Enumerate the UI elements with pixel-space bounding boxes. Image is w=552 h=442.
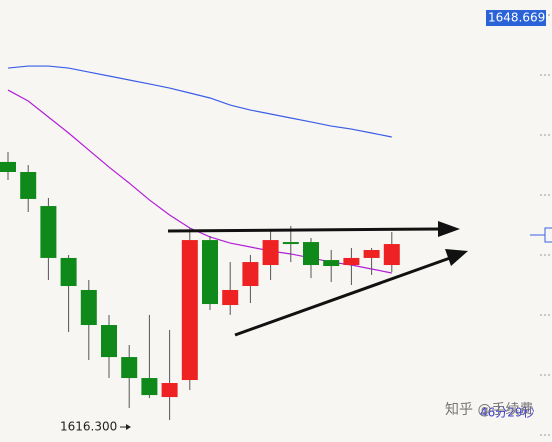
candle-body bbox=[262, 240, 279, 266]
candle-body bbox=[0, 161, 16, 173]
candle-body bbox=[121, 357, 138, 379]
moving-average-line bbox=[7, 65, 392, 138]
candle-body bbox=[323, 260, 340, 267]
candle-body bbox=[222, 289, 239, 306]
candle-body bbox=[282, 242, 299, 245]
candle-body bbox=[202, 240, 218, 305]
price-box bbox=[544, 227, 552, 243]
low-arrow-head bbox=[126, 424, 131, 431]
moving-average-line bbox=[7, 89, 392, 274]
candle-body bbox=[303, 242, 319, 266]
low-label: 1616.300 bbox=[60, 420, 117, 434]
candle-body bbox=[20, 172, 37, 199]
trend-arrows bbox=[167, 221, 468, 337]
candle-body bbox=[383, 244, 400, 266]
price-label-box bbox=[486, 10, 546, 27]
timer: 46分29秒 bbox=[480, 406, 535, 420]
candle-body bbox=[101, 325, 117, 358]
candle-body bbox=[141, 378, 158, 396]
candle-body bbox=[181, 240, 198, 381]
plot bbox=[0, 65, 400, 421]
candle-body bbox=[40, 206, 57, 258]
candle-body bbox=[60, 257, 77, 287]
candle-body bbox=[80, 289, 97, 326]
candle-body bbox=[343, 257, 360, 266]
watermark: 知乎 @手续费 bbox=[445, 401, 533, 418]
candle-body bbox=[161, 383, 178, 398]
candle-body bbox=[242, 262, 259, 287]
right-axis-ticks bbox=[540, 14, 552, 436]
price-label: 1648.669 bbox=[488, 11, 545, 25]
candle-body bbox=[363, 249, 380, 258]
